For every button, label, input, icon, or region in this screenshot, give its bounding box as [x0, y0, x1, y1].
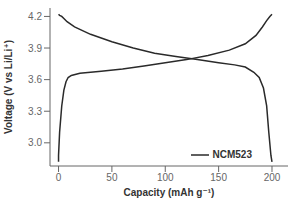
- svg-text:3.3: 3.3: [28, 106, 42, 117]
- svg-text:3.0: 3.0: [28, 137, 42, 148]
- svg-text:3.6: 3.6: [28, 74, 42, 85]
- svg-text:200: 200: [264, 172, 281, 183]
- svg-text:150: 150: [210, 172, 227, 183]
- svg-text:100: 100: [157, 172, 174, 183]
- html-text:NCM523: NCM523: [212, 149, 252, 160]
- svg-text:3.9: 3.9: [28, 43, 42, 54]
- svg-text:50: 50: [106, 172, 118, 183]
- svg-text:Capacity (mAh g⁻¹): Capacity (mAh g⁻¹): [124, 187, 215, 198]
- svg-text:0: 0: [56, 172, 62, 183]
- svg-text:4.2: 4.2: [28, 11, 42, 22]
- svg-text:Voltage (V vs Li/Li⁺): Voltage (V vs Li/Li⁺): [8, 40, 14, 134]
